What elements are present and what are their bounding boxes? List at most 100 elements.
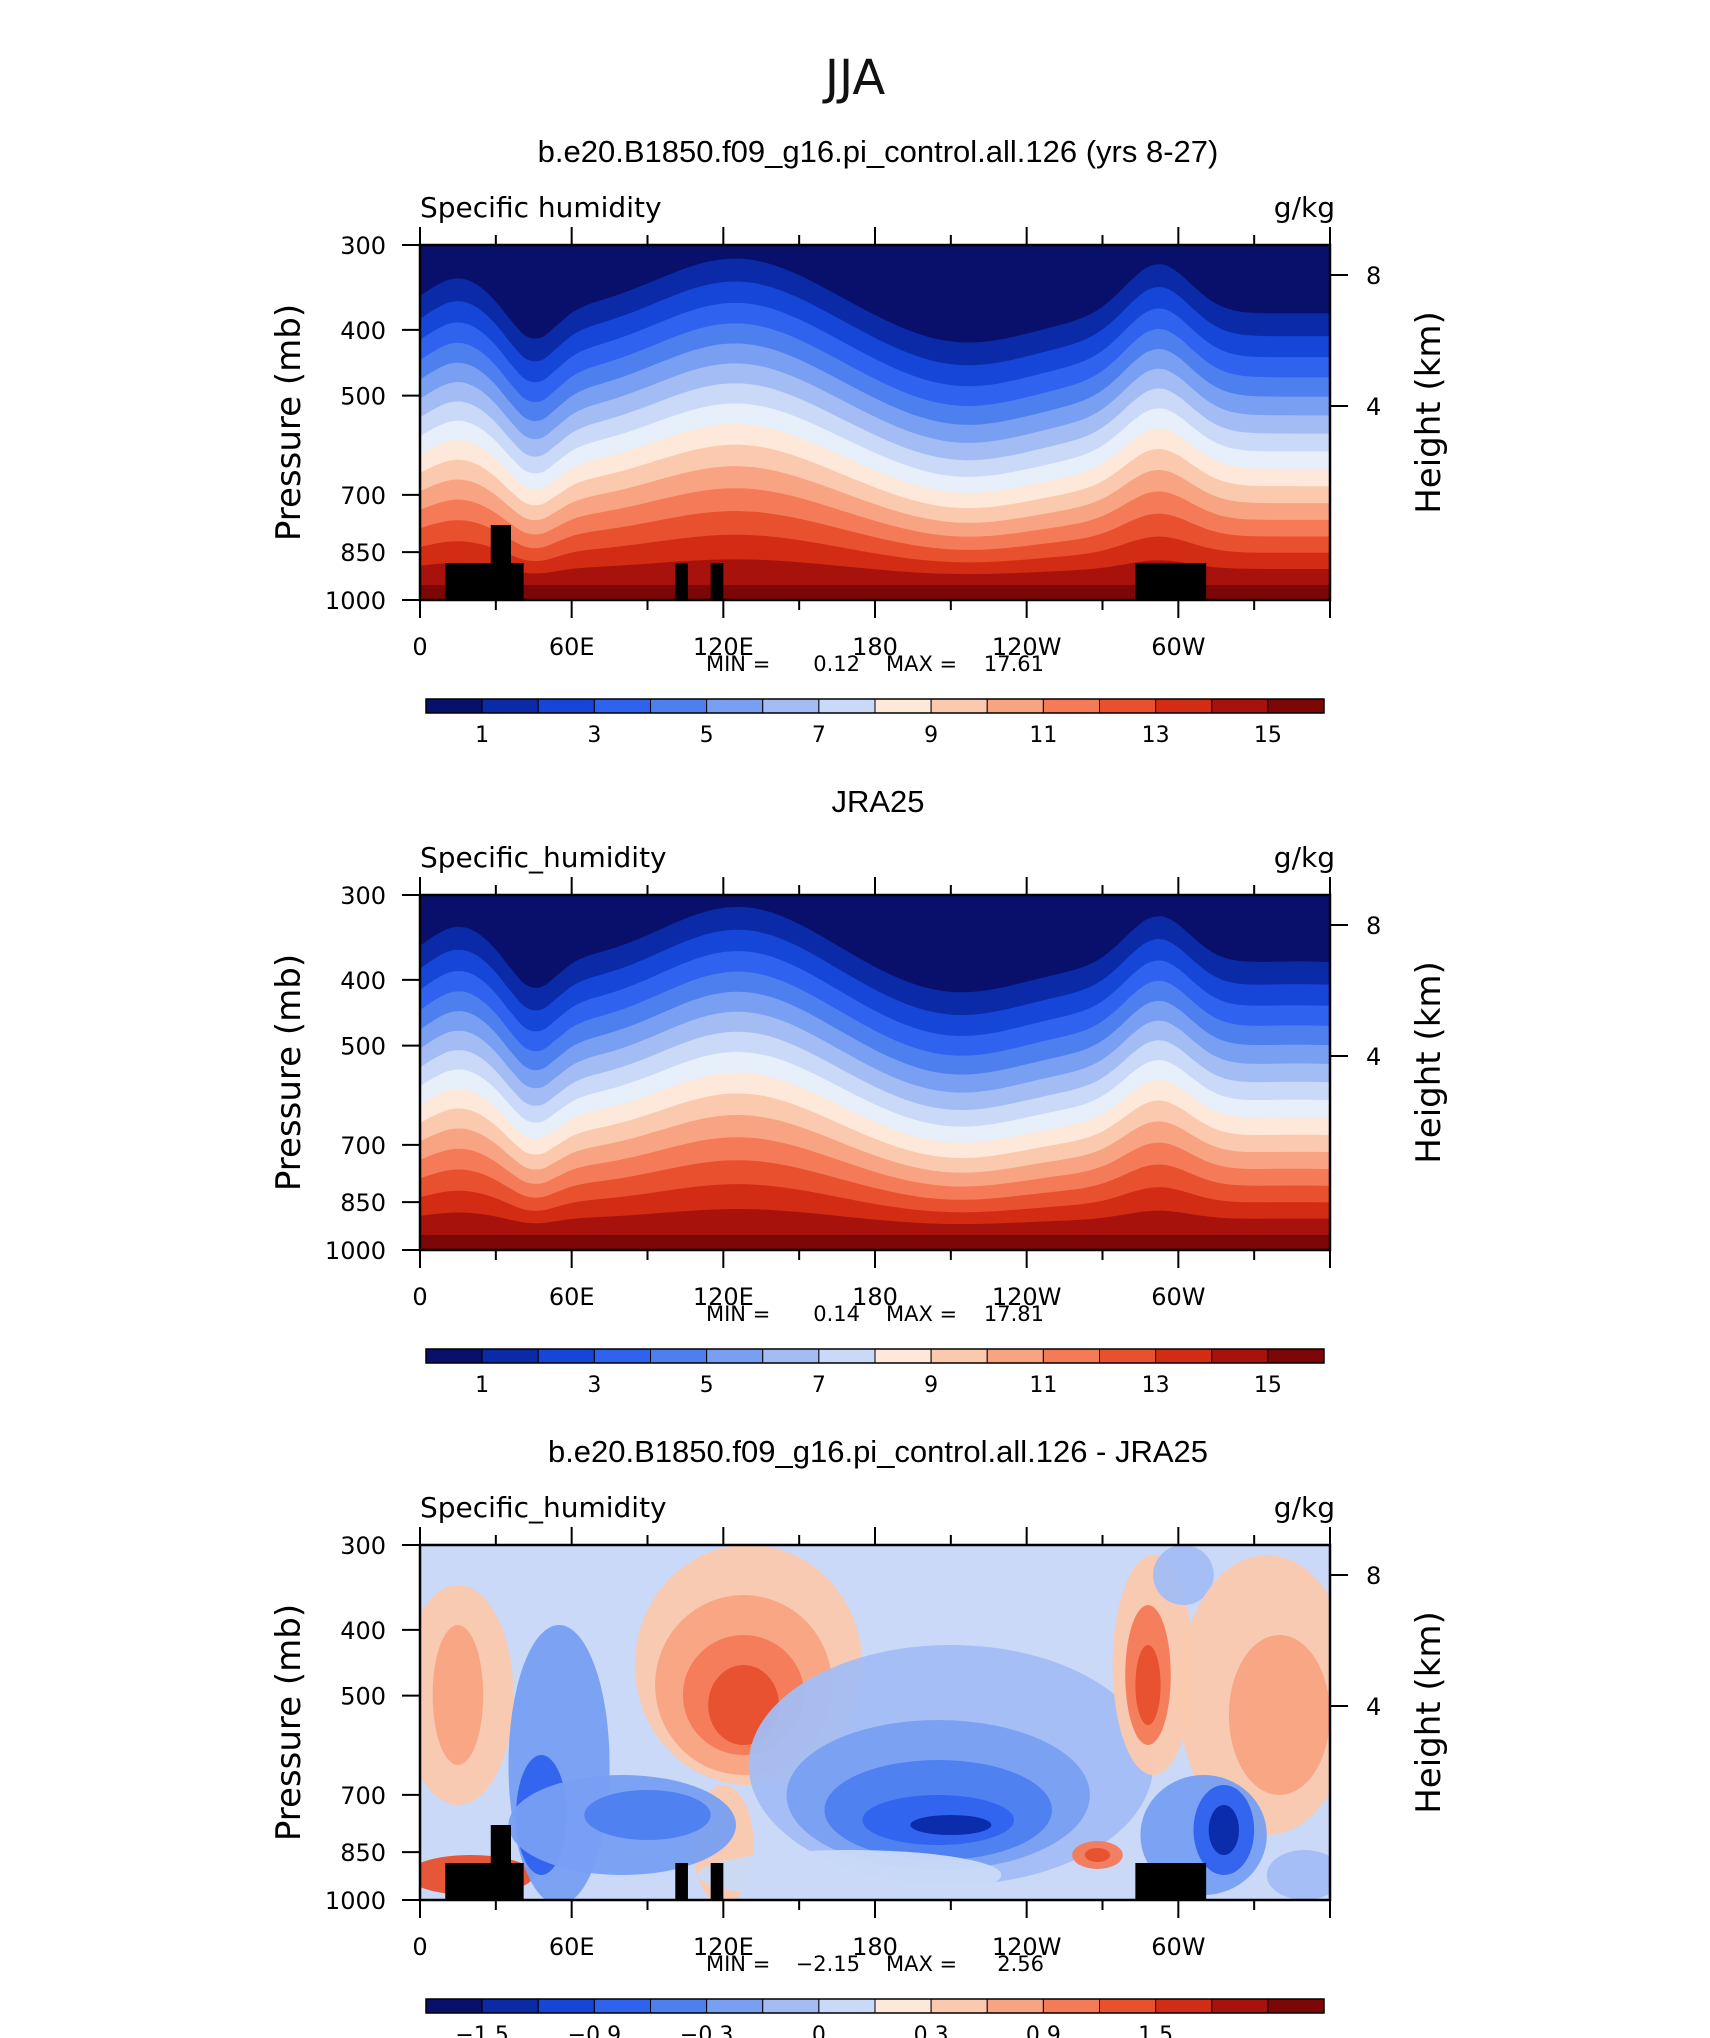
colorbar-box: [1155, 1348, 1213, 1364]
terrain-mask: [710, 1863, 724, 1900]
y-tick-label: 300: [340, 882, 386, 910]
contour-plot: 0 60E 120E 180 120W 60W 300 400 500 700 850 1000 Pre…: [269, 227, 1449, 661]
terrain-mask: [675, 563, 688, 600]
min-value: −2.15: [796, 1952, 860, 1976]
x-tick-label: 0: [412, 1933, 427, 1961]
min-label: MIN =: [706, 1302, 770, 1326]
colorbar-box: [706, 1348, 764, 1364]
max-label: MAX =: [886, 1952, 957, 1976]
colorbar-box: [481, 1998, 539, 2014]
variable-label: Specific_humidity: [420, 1491, 667, 1524]
y-tick-label: 500: [340, 1683, 386, 1711]
colorbar-box: [650, 1998, 708, 2014]
colorbar: 1 3 5 7 9 11 13 15: [425, 1348, 1325, 1398]
colorbar-box: [874, 698, 932, 714]
colorbar-label: −0.3: [680, 2023, 733, 2038]
colorbar-box: [1267, 1998, 1325, 2014]
colorbar-label: 0.9: [1026, 2023, 1061, 2038]
panel-1: b.e20.B1850.f09_g16.pi_control.all.126 (…: [269, 134, 1449, 748]
y-tick-label: 1000: [325, 587, 386, 615]
panel-title: b.e20.B1850.f09_g16.pi_control.all.126 -…: [548, 1434, 1208, 1469]
colorbar-box: [1211, 1348, 1269, 1364]
y2-tick-label: 4: [1366, 393, 1381, 421]
contour-fill: [1266, 1850, 1330, 1900]
colorbar-box: [481, 698, 539, 714]
y-tick-label: 300: [340, 232, 386, 260]
colorbar-label: 9: [924, 1373, 938, 1398]
colorbar-box: [706, 698, 764, 714]
contour-fields: [420, 895, 1330, 1250]
colorbar-box: [874, 1348, 932, 1364]
min-value: 0.14: [813, 1302, 860, 1326]
y-tick-label: 1000: [325, 1237, 386, 1265]
units-label: g/kg: [1274, 1491, 1335, 1524]
colorbar-box: [1099, 1998, 1157, 2014]
colorbar-label: 13: [1142, 723, 1170, 748]
colorbar-box: [593, 1998, 651, 2014]
contour-fill: [1228, 1635, 1330, 1795]
x-tick-label: 180: [852, 1283, 898, 1311]
max-label: MAX =: [886, 1302, 957, 1326]
colorbar: −1.5 −0.9 −0.3 0 0.3 0.9 1.5: [425, 1998, 1325, 2038]
y-tick-label: 400: [340, 317, 386, 345]
variable-label: Specific_humidity: [420, 841, 667, 874]
y-tick-label: 700: [340, 1132, 386, 1160]
colorbar-box: [1267, 698, 1325, 714]
colorbar-box: [537, 1348, 595, 1364]
terrain-mask: [1135, 1863, 1207, 1900]
contour-plot: 0 60E 120E 180 120W 60W 300 400 500 700 850 1000 Pre…: [269, 877, 1449, 1311]
colorbar-label: 3: [587, 1373, 601, 1398]
x-tick-label: 60W: [1151, 1933, 1205, 1961]
colorbar-box: [1211, 698, 1269, 714]
contour-fill: [584, 1790, 711, 1840]
colorbar-label: 7: [812, 1373, 826, 1398]
contour-plot: 0 60E 120E 180 120W 60W 300 400 500 700 850 1000 Pre…: [269, 1527, 1449, 1961]
colorbar-box: [986, 698, 1044, 714]
colorbar-box: [818, 1998, 876, 2014]
colorbar-box: [706, 1998, 764, 2014]
panel-title: JRA25: [831, 784, 924, 819]
units-label: g/kg: [1274, 841, 1335, 874]
colorbar-box: [762, 698, 820, 714]
colorbar-label: 11: [1029, 1373, 1057, 1398]
contour-fill: [1084, 1848, 1111, 1862]
y2-axis-label: Height (km): [1409, 961, 1449, 1164]
y2-tick-label: 4: [1366, 1043, 1381, 1071]
terrain-mask: [490, 1825, 511, 1900]
colorbar-label: 15: [1254, 1373, 1282, 1398]
colorbar-label: 0: [812, 2023, 826, 2038]
y2-tick-label: 4: [1366, 1693, 1381, 1721]
colorbar-box: [1155, 1998, 1213, 2014]
contour-fill: [1153, 1545, 1214, 1605]
panel-3: b.e20.B1850.f09_g16.pi_control.all.126 -…: [269, 1434, 1449, 2038]
colorbar-label: 7: [812, 723, 826, 748]
y-tick-label: 850: [340, 1839, 386, 1867]
y-tick-label: 700: [340, 482, 386, 510]
y-axis-label: Pressure (mb): [269, 304, 309, 541]
colorbar-box: [1042, 698, 1100, 714]
y2-tick-label: 8: [1366, 912, 1381, 940]
x-tick-label: 120W: [992, 633, 1062, 661]
colorbar-box: [818, 698, 876, 714]
contour-fill: [1208, 1805, 1239, 1855]
x-tick-label: 60E: [549, 633, 595, 661]
x-tick-label: 120E: [693, 1283, 754, 1311]
terrain-mask: [675, 1863, 688, 1900]
y-tick-label: 400: [340, 967, 386, 995]
colorbar-frame: [425, 698, 1325, 714]
x-tick-label: 60W: [1151, 1283, 1205, 1311]
colorbar-box: [1042, 1348, 1100, 1364]
colorbar-box: [986, 1348, 1044, 1364]
terrain-mask: [445, 563, 524, 600]
x-tick-label: 120W: [992, 1933, 1062, 1961]
colorbar-box: [762, 1998, 820, 2014]
colorbar: 1 3 5 7 9 11 13 15: [425, 698, 1325, 748]
page-title: JJA: [822, 50, 885, 106]
panel-2: JRA25 Specific_humidity g/kg 0 60E 120E 180 120…: [269, 784, 1449, 1398]
y-axis-label: Pressure (mb): [269, 954, 309, 1191]
contour-fill: [420, 585, 1330, 600]
y-tick-label: 300: [340, 1532, 386, 1560]
colorbar-label: 1.5: [1138, 2023, 1173, 2038]
x-tick-label: 180: [852, 633, 898, 661]
max-label: MAX =: [886, 652, 957, 676]
